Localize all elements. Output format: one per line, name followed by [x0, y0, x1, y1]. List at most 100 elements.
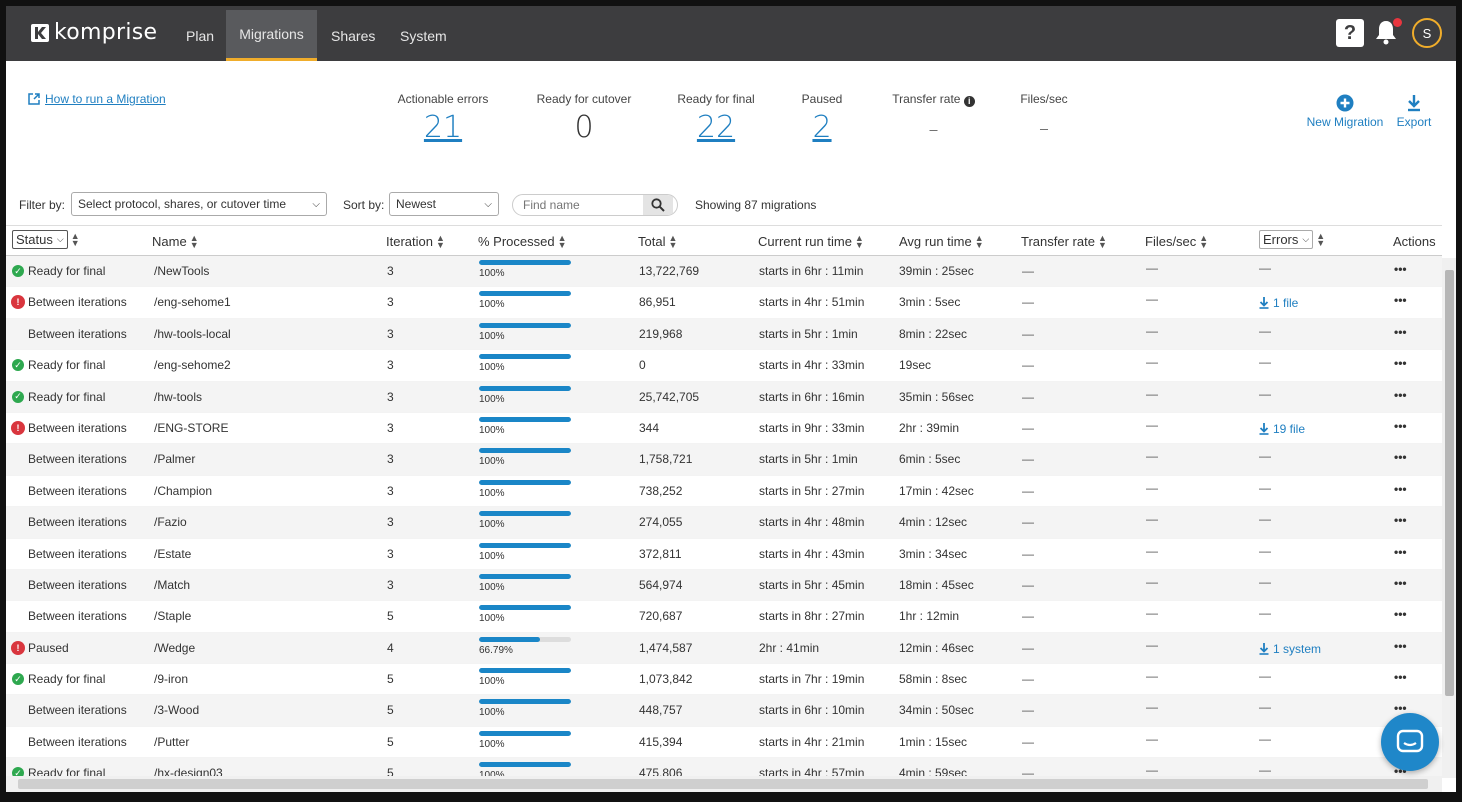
- table-row[interactable]: ✓ Ready for final/hw-tools 3 100% 25,742,705…: [6, 381, 1442, 413]
- table-row[interactable]: ✓ Ready for final/9-iron 5 100% 1,073,842 sta…: [6, 664, 1442, 696]
- row-actions-menu-icon[interactable]: •••: [1394, 670, 1407, 685]
- name-cell[interactable]: /eng-sehome1: [154, 295, 231, 310]
- row-actions-menu-icon[interactable]: •••: [1394, 513, 1407, 528]
- progress-fill: [479, 636, 541, 642]
- row-actions-menu-icon[interactable]: •••: [1394, 481, 1407, 496]
- sort-icon[interactable]: ▲ ▼: [1316, 230, 1326, 248]
- notification-bell-icon[interactable]: [1374, 18, 1402, 48]
- row-actions-menu-icon[interactable]: •••: [1394, 544, 1407, 559]
- row-actions-menu-icon[interactable]: •••: [1394, 418, 1407, 433]
- horizontal-scroll-thumb[interactable]: [18, 779, 1428, 789]
- user-avatar[interactable]: S: [1412, 18, 1442, 48]
- table-row[interactable]: Between iterations/Champion 3 100% 738,252 s…: [6, 476, 1442, 508]
- table-row[interactable]: Between iterations/Fazio 3 100% 274,055 star…: [6, 507, 1442, 539]
- name-cell[interactable]: /Palmer: [154, 452, 196, 467]
- tab-migrations[interactable]: Migrations: [226, 10, 317, 61]
- name-cell[interactable]: /Estate: [154, 546, 192, 561]
- name-cell[interactable]: /Fazio: [154, 515, 187, 530]
- row-actions-menu-icon[interactable]: •••: [1394, 293, 1407, 308]
- table-row[interactable]: ! Paused/Wedge 4 66.79% 1,474,587 2hr : 41min…: [6, 632, 1442, 665]
- table-row[interactable]: ! Between iterations/ENG-STORE 3 100% 344 sta…: [6, 413, 1442, 445]
- header-current-run-time[interactable]: Current run time ▲ ▼: [758, 233, 864, 249]
- header-processed[interactable]: % Processed ▲ ▼: [478, 233, 567, 249]
- header-errors[interactable]: Errors ⌵ ▲ ▼: [1259, 230, 1325, 249]
- tab-shares[interactable]: Shares: [331, 27, 376, 44]
- name-cell[interactable]: /ENG-STORE: [154, 420, 229, 435]
- table-row[interactable]: ✓ Ready for final/NewTools 3 100% 13,722,769…: [6, 256, 1442, 288]
- tab-plan[interactable]: Plan: [186, 27, 215, 44]
- header-name[interactable]: Name ▲ ▼: [152, 233, 199, 249]
- table-row[interactable]: Between iterations/Putter 5 100% 415,394 sta…: [6, 727, 1442, 759]
- table-row[interactable]: Between iterations/Staple 5 100% 720,687 sta…: [6, 601, 1442, 633]
- avg-run-cell: 39min : 25sec: [899, 264, 974, 278]
- progress-label: 100%: [479, 362, 505, 374]
- header-avg-run-time[interactable]: Avg run time ▲ ▼: [899, 233, 984, 249]
- name-cell[interactable]: /3-Wood: [154, 703, 200, 718]
- name-cell[interactable]: /Champion: [154, 483, 213, 498]
- current-run-cell: starts in 9hr : 33min: [759, 420, 865, 435]
- row-actions-menu-icon[interactable]: •••: [1394, 262, 1407, 276]
- total-cell: 274,055: [639, 515, 683, 530]
- row-actions-menu-icon[interactable]: •••: [1394, 607, 1407, 622]
- sort-icon[interactable]: ▲ ▼: [70, 230, 80, 248]
- table-row[interactable]: Between iterations/Palmer 3 100% 1,758,721 s…: [6, 444, 1442, 476]
- paused-count[interactable]: 2: [812, 110, 832, 145]
- filter-select[interactable]: Select protocol, shares, or cutover time…: [71, 192, 327, 216]
- name-cell[interactable]: /Match: [154, 577, 191, 592]
- name-cell[interactable]: /eng-sehome2: [154, 358, 231, 373]
- errors-filter[interactable]: Errors ⌵: [1259, 230, 1314, 249]
- errors-download-link[interactable]: 1 system: [1259, 642, 1321, 656]
- progress-track: [479, 542, 571, 548]
- header-status[interactable]: Status ⌵ ▲ ▼: [12, 230, 80, 249]
- current-run-cell: starts in 6hr : 10min: [759, 703, 865, 718]
- name-cell[interactable]: /9-iron: [154, 672, 189, 687]
- files-sec-cell: —: [1146, 543, 1158, 558]
- info-icon[interactable]: i: [963, 96, 975, 107]
- table-row[interactable]: Between iterations/Estate 3 100% 372,811 sta…: [6, 539, 1442, 570]
- name-cell[interactable]: /hw-tools: [154, 389, 203, 404]
- name-cell[interactable]: /Wedge: [154, 640, 196, 655]
- name-cell[interactable]: /Staple: [154, 609, 192, 624]
- howto-link-text[interactable]: How to run a Migration: [45, 92, 166, 106]
- horizontal-scrollbar[interactable]: [6, 776, 1442, 792]
- header-transfer-rate[interactable]: Transfer rate ▲ ▼: [1021, 233, 1107, 249]
- sort-select[interactable]: Newest ⌵: [389, 192, 499, 216]
- row-actions-menu-icon[interactable]: •••: [1394, 356, 1407, 371]
- table-row[interactable]: Between iterations/hw-tools-local 3 100% 21…: [6, 318, 1442, 351]
- vertical-scroll-thumb[interactable]: [1445, 270, 1454, 696]
- status-filter[interactable]: Status ⌵: [12, 230, 68, 249]
- row-actions-menu-icon[interactable]: •••: [1394, 387, 1407, 402]
- row-actions-menu-icon[interactable]: •••: [1394, 638, 1407, 653]
- errors-download-link[interactable]: 19 file: [1259, 422, 1305, 436]
- table-row[interactable]: ✓ Ready for final/eng-sehome2 3 100% 0 starts…: [6, 350, 1442, 382]
- export-button[interactable]: Export: [1392, 94, 1436, 129]
- name-cell[interactable]: /NewTools: [154, 264, 210, 278]
- table-row[interactable]: ! Between iterations/eng-sehome1 3 100% 86,9…: [6, 287, 1442, 319]
- table-row[interactable]: Between iterations/3-Wood 5 100% 448,757 sta…: [6, 695, 1442, 727]
- search-button[interactable]: [643, 195, 673, 215]
- help-icon[interactable]: ?: [1336, 19, 1364, 47]
- row-actions-menu-icon[interactable]: •••: [1394, 575, 1407, 590]
- header-total[interactable]: Total ▲ ▼: [638, 233, 677, 249]
- komprise-logo[interactable]: komprise: [30, 20, 157, 45]
- table-row[interactable]: Between iterations/Match 3 100% 564,974 star…: [6, 569, 1442, 602]
- tab-system[interactable]: System: [400, 27, 447, 44]
- progress-track: [479, 416, 571, 422]
- actionable-errors-count[interactable]: 21: [423, 110, 463, 145]
- howto-link[interactable]: How to run a Migration: [28, 92, 166, 106]
- search-input[interactable]: [513, 198, 643, 212]
- name-cell[interactable]: /Putter: [154, 734, 190, 749]
- vertical-scrollbar[interactable]: [1442, 258, 1456, 778]
- errors-download-link[interactable]: 1 file: [1259, 296, 1298, 310]
- name-cell[interactable]: /hw-tools-local: [154, 326, 231, 341]
- row-actions-menu-icon[interactable]: •••: [1394, 324, 1407, 339]
- row-actions-menu-icon[interactable]: •••: [1394, 701, 1407, 716]
- header-files-sec[interactable]: Files/sec ▲ ▼: [1145, 233, 1208, 249]
- progress-fill: [479, 479, 571, 485]
- transfer-rate-cell: —: [1022, 358, 1034, 373]
- chat-button[interactable]: [1381, 713, 1439, 771]
- row-actions-menu-icon[interactable]: •••: [1394, 450, 1407, 465]
- header-iteration[interactable]: Iteration ▲ ▼: [386, 233, 445, 249]
- new-migration-button[interactable]: New Migration: [1302, 94, 1388, 129]
- ready-for-final-count[interactable]: 22: [696, 110, 736, 145]
